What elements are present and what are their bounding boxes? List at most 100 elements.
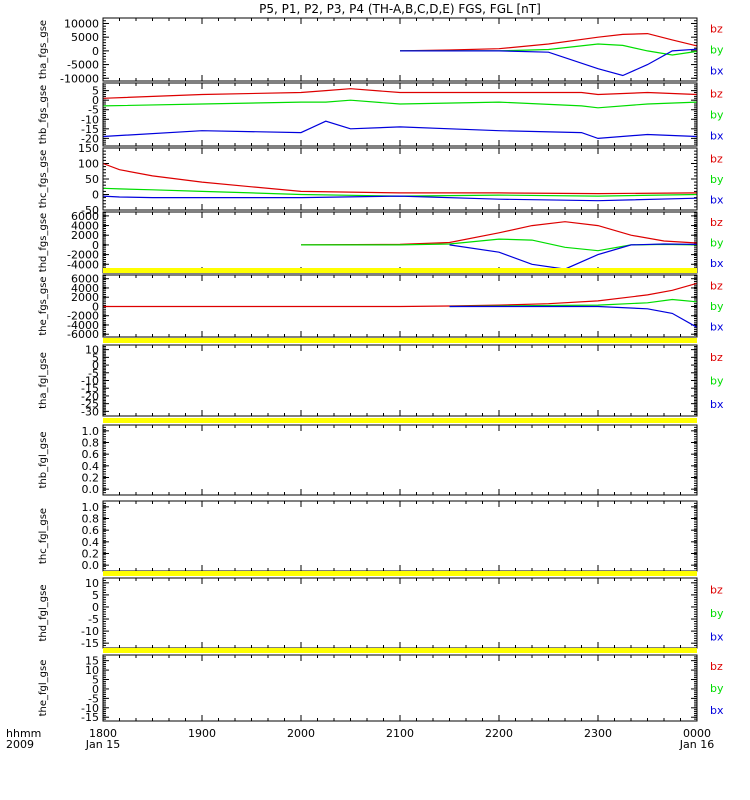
y-tick-label: 0.6 <box>82 524 100 537</box>
y-tick-label: -2000 <box>67 310 99 323</box>
y-tick-label: -4000 <box>67 258 99 271</box>
legend-label-bz: bz <box>710 152 723 165</box>
y-tick-label: -6000 <box>67 328 99 341</box>
time-axis-left-label-year: 2009 <box>6 738 34 751</box>
series-line-by <box>102 187 698 197</box>
legend-label-bx: bx <box>710 398 724 411</box>
time-tick-label: 1900 <box>188 727 216 740</box>
legend-label-bz: bz <box>710 351 723 364</box>
y-axis-label: thb_fgl_gse <box>38 432 49 489</box>
y-tick-label: 0 <box>92 300 99 313</box>
y-tick-label: -20 <box>81 132 99 145</box>
y-tick-label: 4000 <box>71 282 99 295</box>
y-tick-label: 0 <box>92 601 99 614</box>
legend-label-by: by <box>710 300 724 313</box>
y-tick-label: 0 <box>92 189 99 202</box>
no-data-bar <box>103 571 697 576</box>
y-tick-label: -15 <box>81 637 99 650</box>
series-line-bx <box>102 195 698 202</box>
y-tick-label: 10 <box>85 344 99 357</box>
y-tick-label: -50 <box>81 204 99 217</box>
y-tick-label: -10 <box>81 113 99 126</box>
y-tick-label: -5 <box>88 367 99 380</box>
legend-label-bx: bx <box>710 704 724 717</box>
panel-frame <box>102 147 698 211</box>
panel-frame <box>102 577 698 649</box>
y-tick-label: 0.0 <box>82 559 100 572</box>
legend-label-bz: bz <box>710 660 723 673</box>
legend-label-bz: bz <box>710 584 723 597</box>
y-tick-label: 6000 <box>71 273 99 286</box>
panel-frame <box>102 82 698 147</box>
y-tick-label: 2000 <box>71 229 99 242</box>
time-axis-end-date: Jan 16 <box>679 738 714 751</box>
series-line-bx <box>449 305 698 328</box>
y-tick-label: 0 <box>92 45 99 58</box>
y-tick-label: -10 <box>81 375 99 388</box>
y-tick-label: 5000 <box>71 31 99 44</box>
y-axis-label: tha_fgs_gse <box>38 20 49 79</box>
figure-title: P5, P1, P2, P3, P4 (TH-A,B,C,D,E) FGS, F… <box>259 2 541 16</box>
y-tick-label: 5 <box>92 589 99 602</box>
time-tick-label: 2300 <box>584 727 612 740</box>
panel-frame <box>102 211 698 274</box>
y-tick-label: 10000 <box>64 17 99 30</box>
time-axis: hhmm 2009 Jan 15 Jan 16 1800 1900 2000 2100… <box>6 727 714 751</box>
legend-label-bz: bz <box>710 88 723 101</box>
y-tick-label: -5 <box>88 613 99 626</box>
y-tick-label: 0.4 <box>82 460 100 473</box>
legend-label-bx: bx <box>710 257 724 270</box>
y-tick-label: -10 <box>81 625 99 638</box>
legend-label-bz: bz <box>710 279 723 292</box>
y-tick-label: -5 <box>88 692 99 705</box>
panel-frame <box>102 654 698 722</box>
y-tick-label: 6000 <box>71 210 99 223</box>
legend-label-by: by <box>710 607 724 620</box>
panel-frame <box>102 17 698 82</box>
panel-frame <box>102 274 698 338</box>
y-axis-label: thc_fgl_gse <box>38 508 49 564</box>
panel-thb_fgl_gse: 1.00.80.60.40.20.0 thb_fgl_gse <box>38 418 698 496</box>
panel-thb_fgs_gse: 50-5-10-15-20 thb_fgs_gse bz by bx <box>38 82 724 147</box>
y-tick-label: -30 <box>81 405 99 418</box>
y-tick-label: 150 <box>78 142 99 155</box>
y-tick-label: 1.0 <box>82 501 100 514</box>
time-tick-label: 1800 <box>89 727 117 740</box>
legend-label-bx: bx <box>710 321 724 334</box>
y-tick-label: 5 <box>92 674 99 687</box>
y-tick-label: 10 <box>85 577 99 590</box>
y-tick-label: 0 <box>92 94 99 107</box>
series-line-bx <box>102 120 698 140</box>
no-data-bar <box>103 268 697 273</box>
series-line-bz <box>300 221 698 246</box>
no-data-bar <box>103 418 697 423</box>
legend-label-bz: bz <box>710 216 723 229</box>
time-tick-label: 0000 <box>683 727 711 740</box>
series-line-by <box>102 99 698 109</box>
y-tick-label: 0.8 <box>82 437 100 450</box>
y-axis-label: the_fgl_gse <box>38 660 49 717</box>
time-axis-start-date: Jan 15 <box>85 738 120 751</box>
time-tick-label: 2100 <box>386 727 414 740</box>
panel-frame <box>102 500 698 572</box>
y-tick-label: 0 <box>92 239 99 252</box>
panel-frame <box>102 424 698 496</box>
legend-label-by: by <box>710 109 724 122</box>
legend-label-bx: bx <box>710 65 724 78</box>
y-tick-label: -10000 <box>60 72 99 85</box>
y-tick-label: -20 <box>81 390 99 403</box>
y-tick-label: 0 <box>92 683 99 696</box>
y-tick-label: 10 <box>85 664 99 677</box>
y-tick-label: -5000 <box>67 59 99 72</box>
legend-label-bx: bx <box>710 194 724 207</box>
no-data-bar <box>103 648 697 653</box>
y-tick-label: -25 <box>81 398 99 411</box>
no-data-bar <box>103 338 697 343</box>
y-axis-label: thb_fgs_gse <box>38 85 49 144</box>
